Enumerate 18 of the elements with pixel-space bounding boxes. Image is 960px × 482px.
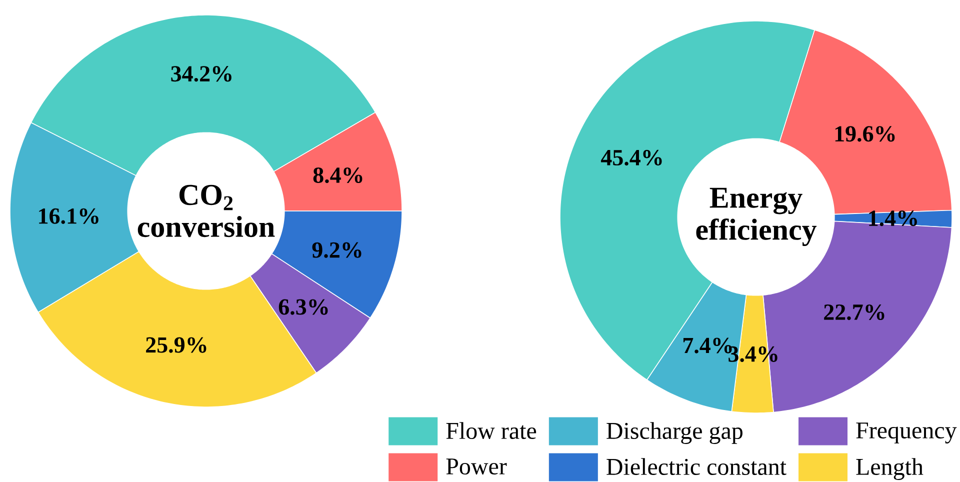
data-label: 34.2% [171, 66, 232, 82]
text: Energy efficiency [696, 188, 817, 246]
legend-label: Dielectric constant [606, 458, 786, 476]
legend-label: Length [856, 458, 924, 480]
legend-label: Flow rate [446, 422, 536, 440]
legend-label: Frequency [856, 422, 957, 444]
data-label: 45.4% [600, 150, 662, 166]
data-label: 9.2% [312, 242, 362, 258]
data-label: 8.4% [313, 167, 362, 184]
legend-label: Discharge gap [606, 422, 742, 444]
data-label: 6.3% [278, 299, 328, 315]
legend-label: Power [446, 458, 507, 475]
data-label: 25.9% [146, 337, 206, 353]
text: CO$_{2}$ conversion [138, 184, 275, 238]
data-label: 1.4% [869, 210, 917, 226]
data-label: 22.7% [824, 304, 884, 320]
data-label: 16.1% [39, 208, 98, 224]
data-label: 19.6% [835, 126, 895, 142]
